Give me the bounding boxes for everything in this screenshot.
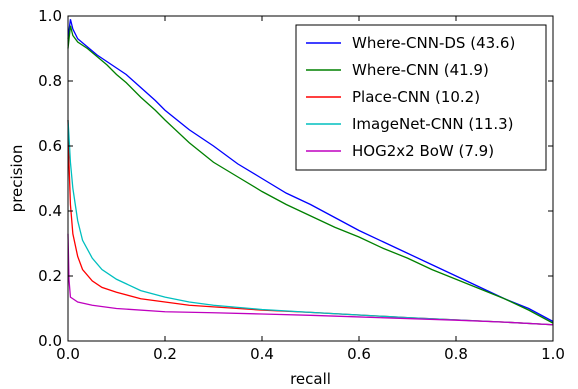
series-layer bbox=[67, 19, 554, 326]
plot-frame bbox=[67, 15, 554, 342]
series-line-3 bbox=[67, 119, 554, 326]
legend-label-1: Where-CNN (41.9) bbox=[352, 61, 489, 79]
legend-label-2: Place-CNN (10.2) bbox=[352, 88, 480, 106]
x-axis-label: recall bbox=[290, 370, 331, 388]
series-line-1 bbox=[67, 25, 554, 324]
y-tick-label: 0.0 bbox=[38, 332, 62, 350]
y-tick-label: 0.2 bbox=[38, 267, 62, 285]
y-tick-label: 0.8 bbox=[38, 72, 62, 90]
x-tick-label: 1.0 bbox=[541, 345, 565, 363]
y-tick-label: 1.0 bbox=[38, 7, 62, 25]
y-axis-label: precision bbox=[8, 145, 26, 213]
legend-label-4: HOG2x2 BoW (7.9) bbox=[352, 142, 494, 160]
x-tick-label: 0.6 bbox=[347, 345, 371, 363]
x-tick-label: 0.2 bbox=[153, 345, 177, 363]
x-tick-label: 0.4 bbox=[250, 345, 274, 363]
y-tick-label: 0.6 bbox=[38, 137, 62, 155]
legend-label-0: Where-CNN-DS (43.6) bbox=[352, 34, 515, 52]
legend: Where-CNN-DS (43.6) Where-CNN (41.9) Place… bbox=[295, 24, 547, 171]
legend-label-3: ImageNet-CNN (11.3) bbox=[352, 115, 514, 133]
series-line-4 bbox=[67, 233, 554, 326]
y-tick-label: 0.4 bbox=[38, 202, 62, 220]
series-line-0 bbox=[67, 19, 554, 323]
x-tick-label: 0.8 bbox=[444, 345, 468, 363]
tick-layer: 0.0 0.2 0.4 0.6 0.8 1.0 0.0 0.2 0.4 0.6 0.8 1.0 bbox=[38, 7, 565, 363]
x-tick-label: 0.0 bbox=[56, 345, 80, 363]
